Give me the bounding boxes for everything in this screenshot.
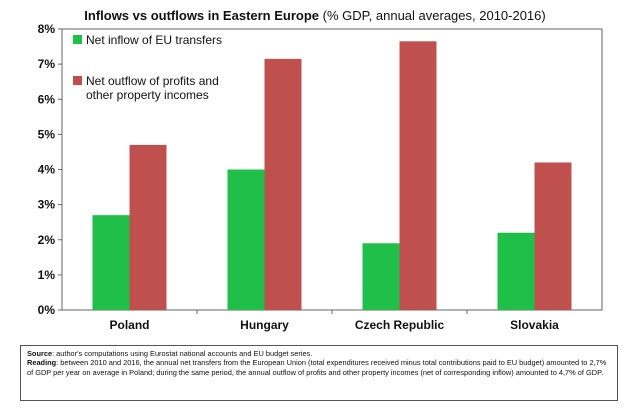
reading-label: Reading: [27, 358, 57, 368]
bar-profit-outflow-czech-republic: [399, 41, 437, 310]
source-label: Source: [27, 349, 53, 358]
source-note: Source: author's computations using Euro…: [27, 349, 611, 358]
legend-swatch: [73, 76, 82, 85]
axes: [58, 28, 603, 314]
reading-note: Reading: between 2010 and 2016, the annu…: [27, 358, 611, 377]
x-tick-label: Poland: [109, 318, 149, 332]
chart-subtitle: (% GDP, annual averages, 2010-2016): [322, 8, 546, 23]
legend: Net inflow of EU transfers Net outflow of…: [73, 33, 222, 102]
y-tick-label: 4%: [38, 163, 56, 177]
y-tick-label: 5%: [38, 127, 56, 141]
chart-title: Inflows vs outflows in Eastern Europe: [84, 8, 320, 23]
x-tick-label: Slovakia: [510, 318, 559, 332]
x-tick-label: Hungary: [240, 318, 289, 332]
chart-title-line: Inflows vs outflows in Eastern Europe (%…: [0, 8, 630, 23]
y-tick-label: 2%: [38, 233, 56, 247]
tick-labels: 0% 1% 2% 3% 4% 5% 6% 7% 8% Poland Hungary Czech Rep…: [38, 22, 560, 332]
legend-swatch: [73, 35, 82, 44]
bars: [92, 41, 572, 311]
bar-eu-inflow-czech-republic: [362, 243, 400, 310]
notes-box: Source: author's computations using Euro…: [20, 345, 618, 401]
bar-eu-inflow-slovakia: [497, 232, 535, 310]
y-tick-label: 0%: [38, 303, 56, 317]
legend-label: Net inflow of EU transfers: [86, 33, 222, 47]
y-tick-label: 1%: [38, 268, 56, 282]
bar-profit-outflow-poland: [129, 144, 167, 310]
bar-profit-outflow-slovakia: [534, 162, 572, 310]
bar-eu-inflow-poland: [92, 215, 130, 310]
bar-profit-outflow-hungary: [264, 58, 302, 311]
x-tick-label: Czech Republic: [355, 318, 445, 332]
bar-chart: 0% 1% 2% 3% 4% 5% 6% 7% 8% Poland Hungary Czech Rep…: [38, 22, 603, 332]
source-text: : author's computations using Eurostat n…: [52, 349, 313, 358]
bar-eu-inflow-hungary: [227, 169, 265, 310]
reading-text: : between 2010 and 2016, the annual net …: [27, 358, 607, 377]
y-tick-label: 8%: [38, 22, 56, 36]
y-tick-label: 7%: [38, 57, 56, 71]
y-tick-label: 3%: [38, 198, 56, 212]
legend-label: Net outflow of profits and other property…: [86, 74, 219, 102]
y-tick-label: 6%: [38, 92, 56, 106]
